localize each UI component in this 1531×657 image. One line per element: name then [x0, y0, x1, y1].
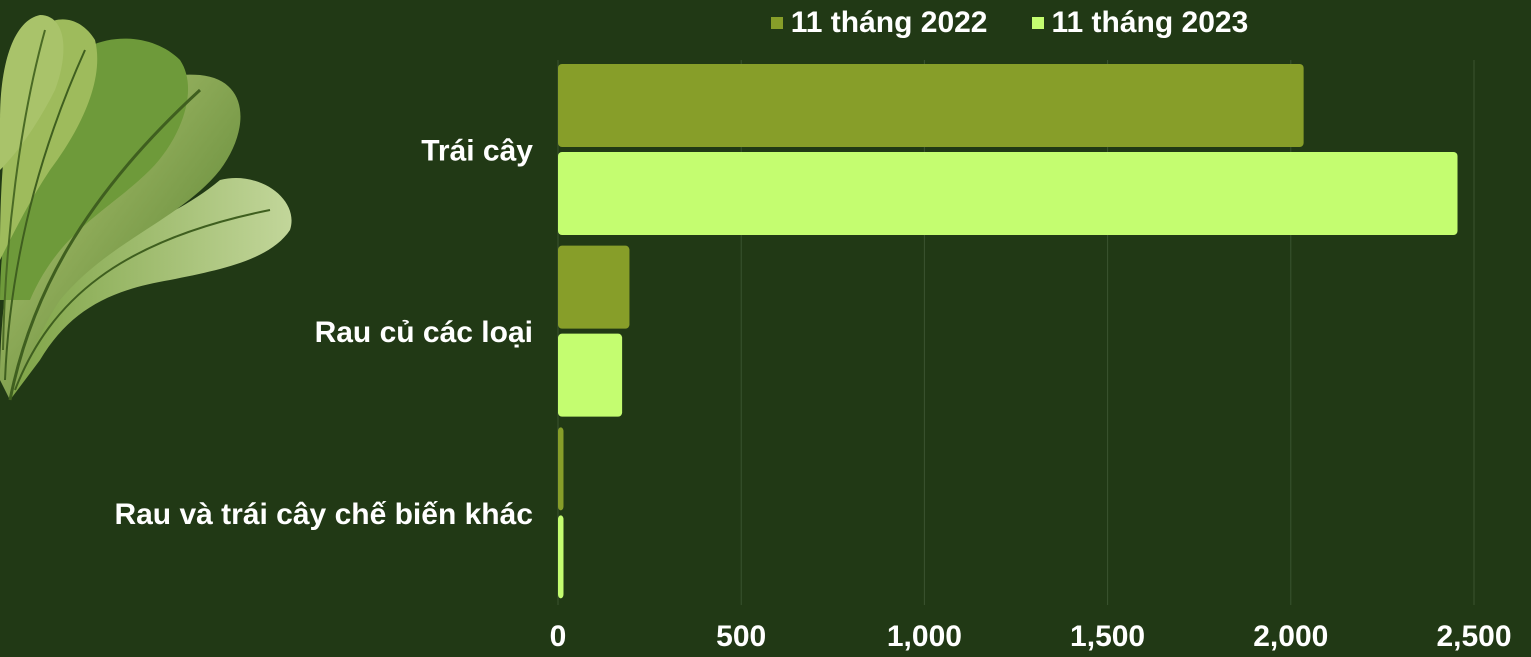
x-tick-label: 1,500 — [1070, 620, 1145, 653]
legend: 11 tháng 2022 11 tháng 2023 — [0, 6, 1531, 40]
category-label: Rau củ các loại — [315, 316, 533, 349]
x-tick-label: 500 — [716, 620, 766, 653]
bar-2-3 — [558, 515, 564, 599]
x-tick-label: 0 — [550, 620, 567, 653]
legend-swatch — [770, 17, 783, 29]
x-tick-label: 2,500 — [1436, 620, 1511, 653]
legend-label: 11 tháng 2023 — [1051, 6, 1249, 39]
x-tick-label: 2,000 — [1253, 620, 1328, 653]
legend-label: 11 tháng 2022 — [790, 6, 988, 39]
bar-1-1 — [558, 64, 1304, 147]
legend-swatch — [1031, 17, 1044, 29]
spinach-leaf-icon — [0, 15, 292, 401]
legend-item: 11 tháng 2022 — [770, 6, 988, 40]
bar-1-3 — [558, 427, 564, 511]
bar-1-2 — [558, 245, 630, 329]
legend-item: 11 tháng 2023 — [1031, 6, 1249, 40]
x-tick-label: 1,000 — [887, 620, 962, 653]
bar-2-2 — [558, 333, 623, 417]
bar-2-1 — [558, 152, 1458, 235]
category-label: Rau và trái cây chế biến khác — [114, 498, 533, 531]
category-label: Trái cây — [421, 135, 533, 168]
